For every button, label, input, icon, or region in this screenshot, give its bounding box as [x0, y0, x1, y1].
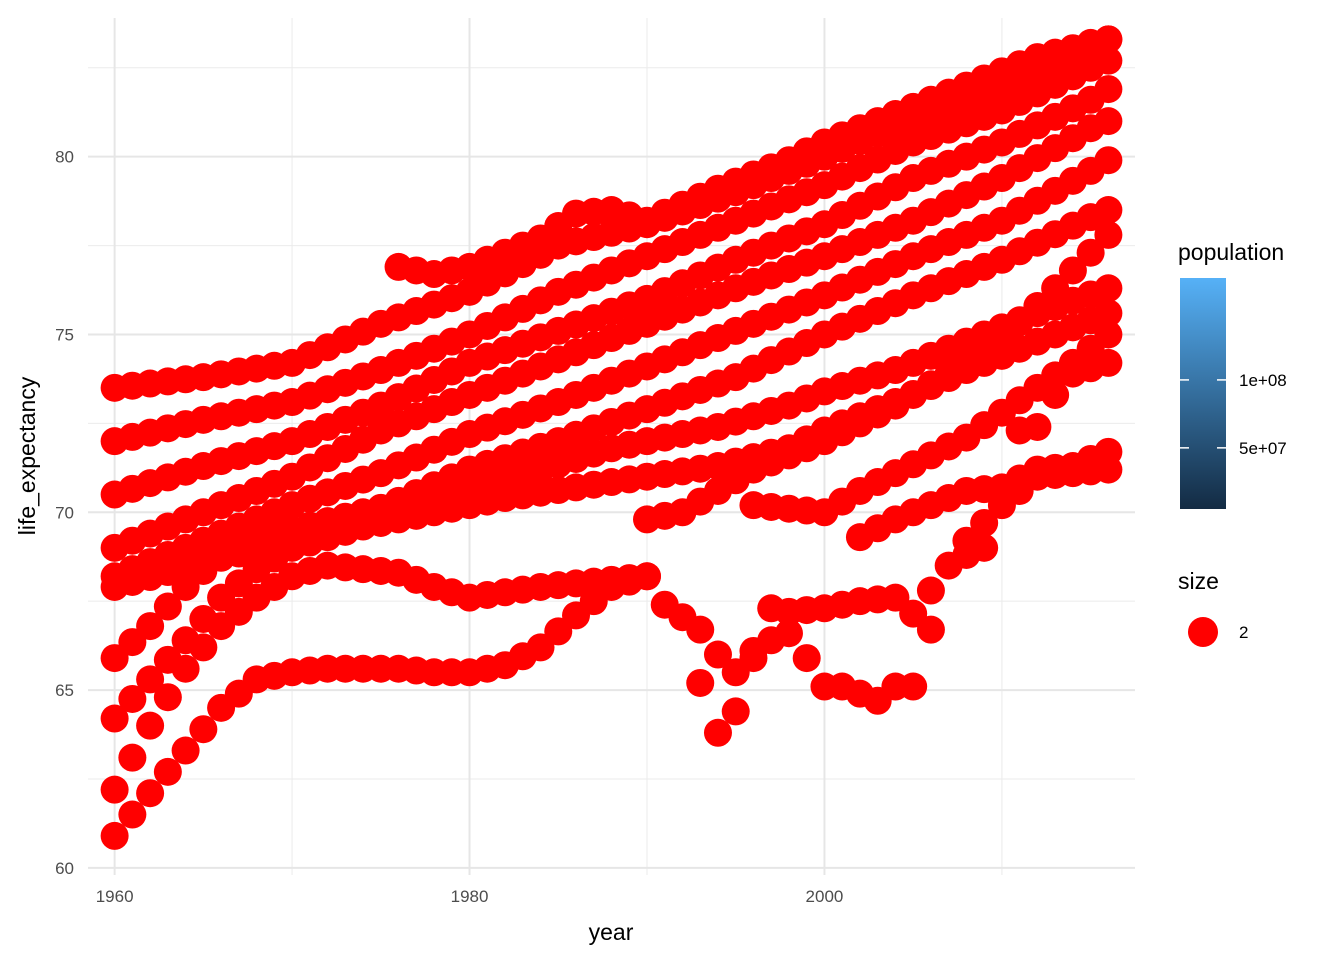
colorbar-label: 5e+07: [1239, 439, 1287, 458]
legend-population: population 5e+07 1e+08: [1178, 239, 1287, 509]
data-point: [118, 743, 147, 772]
data-point: [136, 665, 165, 694]
data-point: [1094, 274, 1123, 303]
data-point: [153, 592, 182, 621]
data-point: [1094, 437, 1123, 466]
data-point: [916, 576, 945, 605]
data-point: [100, 821, 129, 850]
x-axis-title: year: [589, 919, 634, 945]
data-point: [1023, 412, 1052, 441]
data-point: [1094, 46, 1123, 75]
data-point: [526, 633, 555, 662]
data-point: [686, 668, 715, 697]
y-tick-label: 80: [55, 148, 74, 167]
data-point: [1094, 196, 1123, 225]
data-point: [1058, 256, 1087, 285]
data-point: [136, 612, 165, 641]
data-point: [1094, 25, 1123, 54]
data-point: [544, 617, 573, 646]
data-point: [970, 508, 999, 537]
legend-size: size 2: [1178, 568, 1248, 647]
data-point: [189, 715, 218, 744]
data-point: [881, 583, 910, 612]
points-layer: [100, 25, 1123, 850]
data-point: [100, 775, 129, 804]
x-tick-label: 2000: [806, 887, 844, 906]
data-point: [189, 556, 218, 585]
data-point: [721, 697, 750, 726]
data-point: [1076, 238, 1105, 267]
y-tick-label: 75: [55, 325, 74, 344]
data-point: [721, 658, 750, 687]
legend-size-label: 2: [1239, 623, 1248, 642]
y-axis-title: life_expectancy: [14, 376, 40, 535]
data-point: [1094, 320, 1123, 349]
data-point: [774, 619, 803, 648]
legend-population-ticks: 5e+07 1e+08: [1180, 371, 1287, 458]
colorbar-label: 1e+08: [1239, 371, 1287, 390]
data-point: [153, 757, 182, 786]
data-point: [970, 533, 999, 562]
data-point: [100, 704, 129, 733]
data-point: [118, 628, 147, 657]
data-point: [1094, 146, 1123, 175]
data-point: [171, 654, 200, 683]
data-point: [1041, 274, 1070, 303]
data-point: [1005, 308, 1034, 337]
legend-population-title: population: [1178, 239, 1284, 265]
x-tick-label: 1960: [96, 887, 134, 906]
y-tick-label: 65: [55, 681, 74, 700]
legend-population-colorbar: [1180, 278, 1226, 509]
data-point: [916, 615, 945, 644]
data-point: [739, 636, 768, 665]
data-point: [899, 599, 928, 628]
data-point: [1094, 220, 1123, 249]
data-point: [632, 562, 661, 591]
data-point: [757, 594, 786, 623]
data-point: [703, 640, 732, 669]
y-axis-ticks: 60 65 70 75 80: [55, 148, 74, 878]
data-point: [1023, 292, 1052, 321]
data-point: [1094, 299, 1123, 328]
data-point: [1094, 107, 1123, 136]
legend-size-key: [1188, 617, 1218, 647]
data-point: [100, 644, 129, 673]
data-point: [136, 779, 165, 808]
data-point: [136, 711, 165, 740]
legend-size-title: size: [1178, 568, 1219, 594]
data-point: [703, 718, 732, 747]
data-point: [171, 572, 200, 601]
x-tick-label: 1980: [451, 887, 489, 906]
data-point: [987, 324, 1016, 353]
y-tick-label: 70: [55, 503, 74, 522]
data-point: [153, 683, 182, 712]
data-point: [189, 633, 218, 662]
data-point: [1094, 75, 1123, 104]
data-point: [118, 684, 147, 713]
y-tick-label: 60: [55, 859, 74, 878]
data-point: [171, 736, 200, 765]
data-point: [686, 615, 715, 644]
data-point: [118, 800, 147, 829]
data-point: [792, 644, 821, 673]
data-point: [899, 672, 928, 701]
x-axis-ticks: 1960 1980 2000: [96, 887, 844, 906]
